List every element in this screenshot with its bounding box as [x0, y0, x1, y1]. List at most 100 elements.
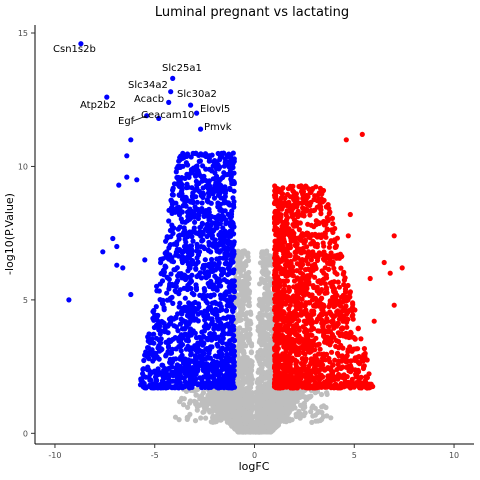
ns-point [203, 404, 209, 411]
ns-point [292, 405, 298, 411]
up-point [280, 333, 286, 339]
up-point [361, 346, 367, 352]
up-point [341, 269, 347, 275]
up-point [301, 341, 307, 347]
ns-point [194, 407, 200, 413]
ns-point [313, 389, 319, 395]
up-point [335, 279, 341, 285]
up-point [325, 217, 331, 223]
up-point [290, 183, 296, 189]
up-point [317, 359, 323, 366]
up-point [364, 357, 370, 363]
ns-point [263, 374, 269, 380]
ns-point [245, 377, 251, 383]
up-point [284, 215, 291, 221]
up-point [358, 336, 364, 342]
up-point [291, 339, 297, 345]
up-point [300, 310, 306, 316]
up-point [275, 231, 281, 237]
up-point [343, 330, 349, 336]
up-point [275, 245, 281, 252]
up-point [286, 379, 292, 385]
ns-point [271, 396, 277, 402]
ns-point [239, 424, 245, 430]
up-point [307, 212, 313, 218]
up-point [275, 345, 281, 352]
ns-point [243, 316, 249, 322]
up-point [362, 350, 368, 357]
up-point [331, 286, 337, 292]
ns-point [261, 428, 268, 434]
up-point [355, 325, 361, 331]
up-point [351, 357, 357, 363]
ns-point [248, 373, 254, 380]
up-point [272, 378, 278, 384]
ns-point [247, 360, 253, 366]
up-point [314, 297, 320, 304]
up-point [364, 375, 370, 381]
ns-point [238, 405, 244, 411]
ns-point [220, 394, 227, 400]
up-point [286, 284, 292, 290]
up-point [283, 348, 289, 354]
up-point [328, 238, 334, 244]
up-point [298, 360, 305, 367]
up-point [387, 270, 393, 276]
up-point [273, 352, 279, 358]
up-point [273, 357, 279, 364]
up-point [272, 224, 278, 230]
up-point [344, 324, 350, 330]
ns-point [234, 418, 241, 424]
ns-point [256, 406, 262, 412]
down-point [170, 300, 176, 306]
ns-point [226, 393, 232, 399]
up-point [349, 313, 355, 319]
ns-point [255, 400, 261, 406]
ns-point [264, 307, 270, 313]
up-points-group [271, 131, 405, 391]
ns-point [265, 399, 271, 405]
up-point [300, 191, 306, 197]
up-point [303, 183, 309, 190]
up-point [332, 244, 338, 250]
up-point [306, 379, 312, 385]
up-point [290, 357, 296, 363]
up-point [313, 319, 319, 325]
up-point [341, 277, 347, 283]
up-point [308, 317, 314, 323]
ns-point [261, 296, 267, 302]
ns-point [218, 415, 225, 421]
up-point [330, 221, 336, 227]
up-point [296, 235, 302, 241]
up-point [285, 262, 291, 269]
up-point [338, 342, 344, 348]
up-point [318, 211, 324, 217]
up-point [289, 214, 295, 220]
up-point [296, 346, 302, 352]
up-point [341, 372, 347, 378]
up-point [335, 376, 341, 382]
up-point [303, 333, 309, 339]
up-point [292, 256, 298, 262]
up-point [322, 367, 328, 373]
up-point [275, 203, 281, 209]
down-point [209, 256, 215, 263]
down-point [157, 331, 163, 337]
up-point [297, 289, 303, 295]
up-point [327, 359, 333, 365]
ns-point [208, 400, 214, 407]
ns-point [210, 419, 216, 425]
up-point [344, 311, 350, 317]
up-point [316, 341, 322, 347]
up-point [303, 356, 309, 362]
ns-point [317, 417, 323, 424]
up-point [299, 356, 305, 362]
up-point [336, 301, 342, 307]
up-point [330, 294, 336, 300]
up-point [303, 198, 309, 204]
up-point [285, 208, 291, 214]
ns-point [237, 393, 243, 399]
up-point [358, 355, 365, 361]
up-point [324, 227, 330, 233]
up-point [295, 214, 301, 220]
